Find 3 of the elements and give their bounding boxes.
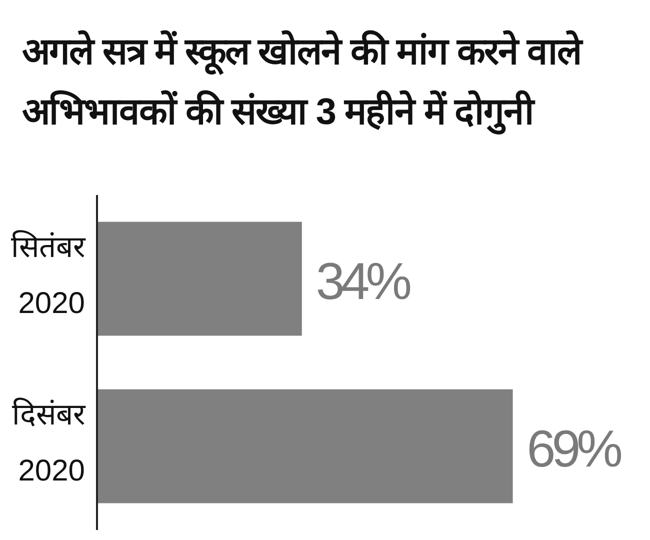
y-tick-label: दिसंबर 2020 bbox=[12, 397, 86, 488]
y-tick-label: सितंबर 2020 bbox=[11, 230, 86, 320]
title: अगले सत्र में स्कूल खोलने की मांग करने वाले अभिभावकों की संख्या 3 महीने में दोगुनी bbox=[22, 22, 632, 142]
